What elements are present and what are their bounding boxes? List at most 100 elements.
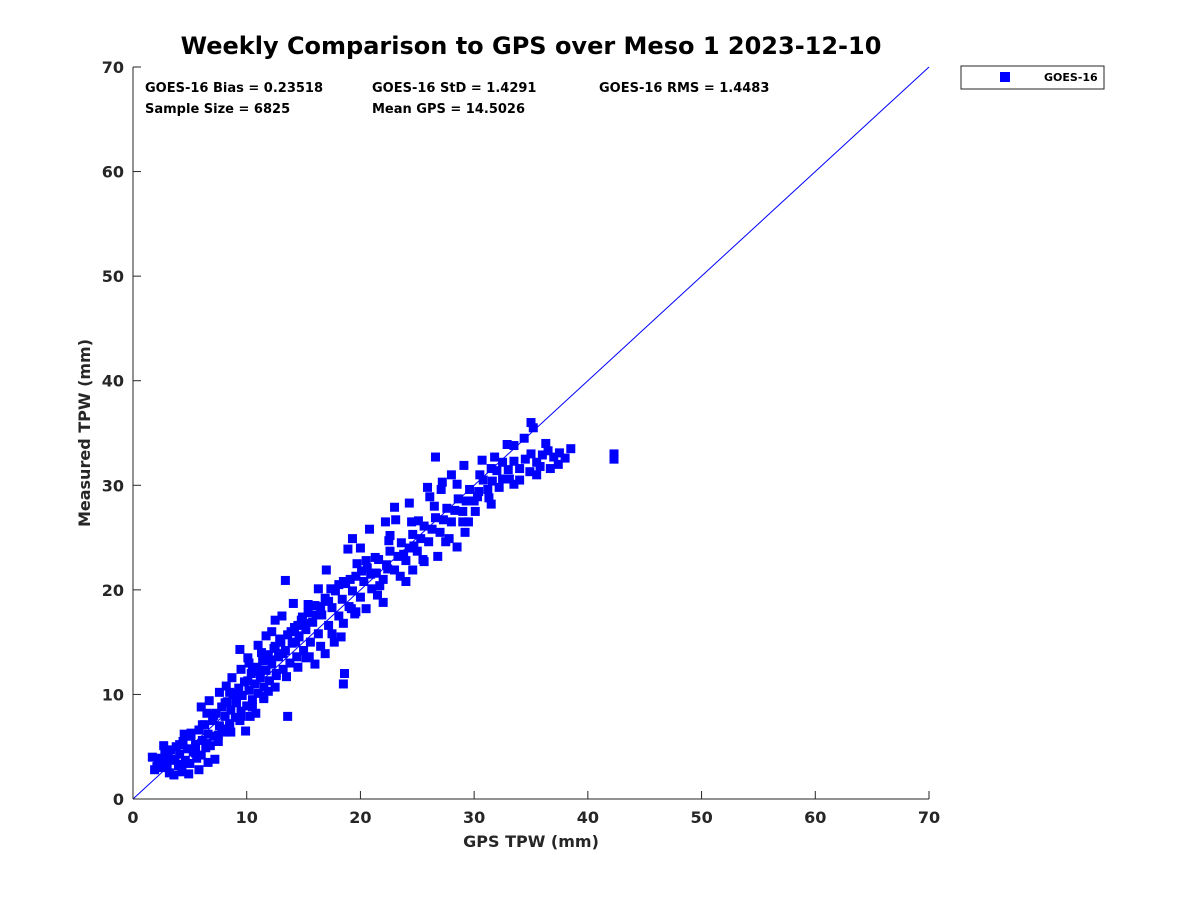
scatter-point (494, 482, 504, 492)
scatter-point (313, 584, 323, 594)
scatter-point (277, 611, 287, 621)
stat-bias: GOES-16 Bias = 0.23518 (145, 81, 323, 96)
scatter-point (438, 515, 448, 525)
scatter-point (210, 754, 220, 764)
scatter-point (347, 586, 357, 596)
scatter-point (537, 450, 547, 460)
scatter-point (225, 687, 235, 697)
scatter-point (478, 475, 488, 485)
scatter-point (543, 446, 553, 456)
scatter-point (270, 682, 280, 692)
scatter-point (263, 650, 273, 660)
scatter-point (194, 725, 204, 735)
x-tick-label: 30 (463, 808, 485, 827)
scatter-point (425, 492, 435, 502)
scatter-point (310, 659, 320, 669)
scatter-point (418, 555, 428, 565)
scatter-point (280, 575, 290, 585)
scatter-point (316, 641, 326, 651)
scatter-point (291, 637, 301, 647)
scatter-point (303, 608, 313, 618)
scatter-point (258, 656, 268, 666)
scatter-point (408, 529, 418, 539)
scatter-point (370, 552, 380, 562)
scatter-point (247, 695, 257, 705)
scatter-point (179, 729, 189, 739)
scatter-point (463, 517, 473, 527)
scatter-point (244, 685, 254, 695)
scatter-point (347, 534, 357, 544)
scatter-point (152, 762, 162, 772)
scatter-point (338, 618, 348, 628)
scatter-point (430, 452, 440, 462)
scatter-point (412, 546, 422, 556)
scatter-point (359, 576, 369, 586)
stats-annotations: GOES-16 Bias = 0.23518 GOES-16 StD = 1.4… (145, 81, 769, 117)
scatter-point (486, 464, 496, 474)
scatter-point (475, 470, 485, 480)
scatter-point (362, 563, 372, 573)
scatter-point (461, 496, 471, 506)
scatter-point (528, 423, 538, 433)
scatter-point (407, 517, 417, 527)
scatter-point (197, 735, 207, 745)
scatter-point (175, 740, 185, 750)
scatter-point (261, 631, 271, 641)
scatter-point (162, 759, 172, 769)
scatter-point (164, 768, 174, 778)
scatter-point (220, 698, 230, 708)
scatter-point (549, 452, 559, 462)
scatter-point (324, 620, 334, 630)
scatter-point (515, 464, 525, 474)
scatter-point (338, 679, 348, 689)
scatter-point (209, 731, 219, 741)
legend[interactable]: GOES-16 (960, 65, 1105, 90)
scatter-point (285, 658, 295, 668)
scatter-point (483, 484, 493, 494)
scatter-point (365, 524, 375, 534)
scatter-point (221, 681, 231, 691)
y-tick-label: 50 (102, 267, 124, 286)
scatter-point (267, 627, 277, 637)
scatter-point (177, 767, 187, 777)
scatter-point (553, 459, 563, 469)
scatter-point (184, 769, 194, 779)
scatter-point (504, 474, 514, 484)
scatter-point (236, 664, 246, 674)
scatter-point (270, 615, 280, 625)
scatter-point (270, 641, 280, 651)
y-tick-label: 60 (102, 163, 124, 182)
scatter-point (202, 739, 212, 749)
scatter-point (609, 454, 619, 464)
scatter-point (300, 618, 310, 628)
scatter-point (209, 710, 219, 720)
scatter-point (247, 666, 257, 676)
legend-box (960, 65, 1105, 90)
scatter-point (226, 727, 236, 737)
scatter-point (236, 706, 246, 716)
x-tick-label: 10 (236, 808, 258, 827)
scatter-point (283, 711, 293, 721)
scatter-point (419, 521, 429, 531)
scatter-point (324, 596, 334, 606)
scatter-point (278, 664, 288, 674)
scatter-point (253, 640, 263, 650)
scatter-point (196, 702, 206, 712)
scatter-point (554, 448, 564, 458)
scatter-point (253, 688, 263, 698)
scatter-point (423, 482, 433, 492)
scatter-point (271, 669, 281, 679)
scatter-point (437, 477, 447, 487)
scatter-point (220, 711, 230, 721)
scatter-point (490, 452, 500, 462)
scatter-point (213, 736, 223, 746)
scatter-point (256, 648, 266, 658)
scatter-point (470, 506, 480, 516)
scatter-point (433, 551, 443, 561)
scatter-point (409, 541, 419, 551)
scatter-point (390, 565, 400, 575)
y-tick-label: 10 (102, 685, 124, 704)
scatter-point (202, 708, 212, 718)
scatter-point (250, 679, 260, 689)
scatter-point (231, 698, 241, 708)
